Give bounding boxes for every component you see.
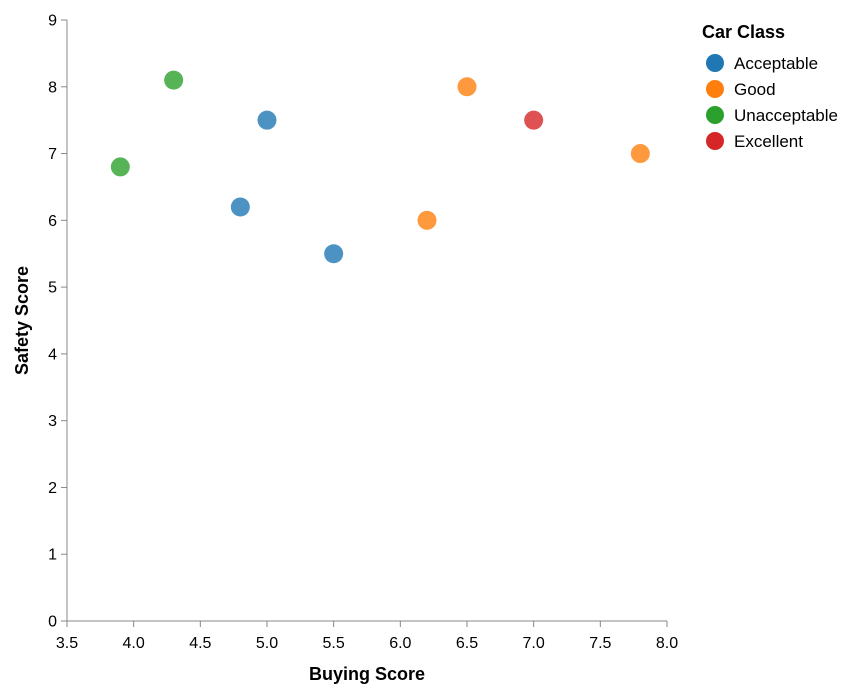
- data-point-unacceptable[interactable]: [164, 70, 184, 90]
- x-tick-label: 4.5: [189, 635, 211, 652]
- legend-swatch-good: [706, 80, 724, 98]
- x-axis-ticks: 3.5 4.0 4.5 5.0 5.5 6.0 6.5 7.0 7.5 8.0: [56, 621, 678, 652]
- data-point-unacceptable[interactable]: [110, 157, 130, 177]
- legend-swatch-unacceptable: [706, 106, 724, 124]
- legend-label-good: Good: [734, 80, 776, 99]
- data-point-acceptable[interactable]: [324, 244, 344, 264]
- legend-label-unacceptable: Unacceptable: [734, 106, 838, 125]
- x-tick-label: 7.5: [589, 635, 611, 652]
- legend: Acceptable Good Unacceptable Excellent: [706, 54, 838, 151]
- x-axis-title: Buying Score: [309, 664, 425, 684]
- y-tick-label: 0: [48, 614, 57, 631]
- x-tick-label: 5.5: [323, 635, 345, 652]
- legend-label-excellent: Excellent: [734, 132, 803, 151]
- legend-swatch-acceptable: [706, 54, 724, 72]
- legend-title: Car Class: [702, 22, 785, 42]
- y-axis-ticks: 0 1 2 3 4 5 6 7 8 9: [48, 13, 67, 631]
- y-tick-label: 6: [48, 213, 57, 230]
- data-point-acceptable[interactable]: [230, 197, 250, 217]
- y-tick-label: 9: [48, 13, 57, 30]
- y-tick-label: 7: [48, 146, 57, 163]
- data-point-acceptable[interactable]: [257, 110, 277, 130]
- y-tick-label: 4: [48, 346, 57, 363]
- data-point-excellent[interactable]: [524, 110, 544, 130]
- y-tick-label: 3: [48, 413, 57, 430]
- data-points: [110, 70, 650, 264]
- y-tick-label: 1: [48, 547, 57, 564]
- data-point-good[interactable]: [417, 210, 437, 230]
- data-point-good[interactable]: [457, 77, 477, 97]
- legend-label-acceptable: Acceptable: [734, 54, 818, 73]
- x-tick-label: 8.0: [656, 635, 678, 652]
- y-tick-label: 2: [48, 480, 57, 497]
- legend-swatch-excellent: [706, 132, 724, 150]
- x-tick-label: 5.0: [256, 635, 278, 652]
- y-tick-label: 5: [48, 280, 57, 297]
- x-tick-label: 4.0: [123, 635, 145, 652]
- x-tick-label: 6.0: [389, 635, 411, 652]
- y-axis-title: Safety Score: [12, 266, 32, 375]
- data-point-good[interactable]: [630, 144, 650, 164]
- x-tick-label: 6.5: [456, 635, 478, 652]
- y-tick-label: 8: [48, 79, 57, 96]
- x-tick-label: 7.0: [523, 635, 545, 652]
- x-tick-label: 3.5: [56, 635, 78, 652]
